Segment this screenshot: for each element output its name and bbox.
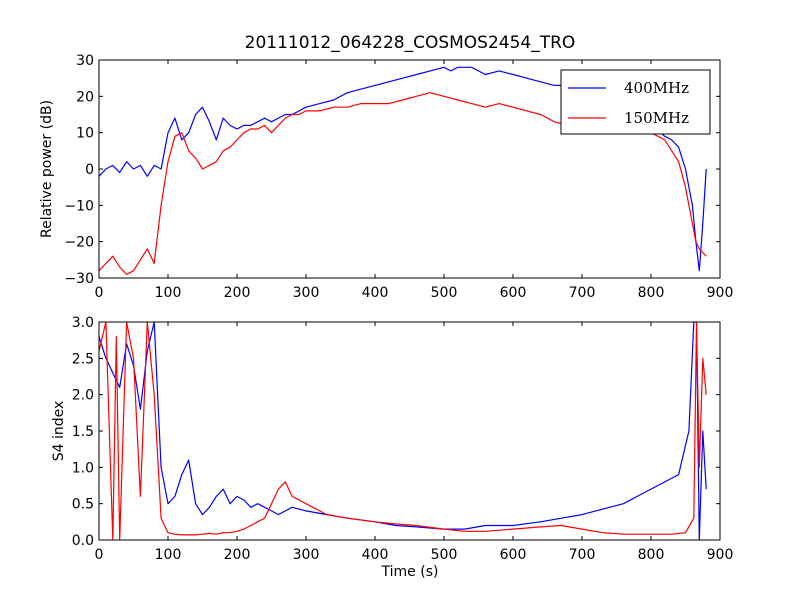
x-tick-label: 800 (638, 547, 665, 563)
x-tick-label: 500 (431, 547, 458, 563)
x-tick-label: 900 (707, 547, 734, 563)
y-tick-label: 30 (76, 53, 94, 69)
x-tick-label: 400 (362, 285, 389, 301)
x-tick-label: 100 (155, 547, 182, 563)
s4-index-ticks: 0 100 200 300 400 500 600 700 800 900 3.0 2.5 2.0 1.5… (72, 315, 734, 563)
x-tick-label: 0 (95, 285, 104, 301)
legend-box (560, 69, 711, 135)
y-tick-label: 1.0 (72, 460, 94, 476)
y-tick-label: 10 (76, 126, 94, 142)
y-tick-label: 3.0 (72, 315, 94, 331)
relative-power-ylabel: Relative power (dB) (39, 100, 55, 238)
x-tick-label: 300 (293, 285, 320, 301)
relative-power-ticks: 0 100 200 300 400 500 600 700 800 9003020100−10−2… (64, 53, 733, 301)
x-tick-label: 100 (155, 285, 182, 301)
y-tick-label: −30 (64, 271, 94, 287)
time-xlabel: Time (s) (381, 564, 439, 580)
relative-power-chart: 20111012_064228_COSMOS2454_TRO 0 100 200 30… (39, 33, 733, 301)
legend: 400MHz 150MHz (560, 69, 711, 135)
x-tick-label: 900 (707, 285, 734, 301)
y-tick-label: 2.0 (72, 388, 94, 404)
x-tick-label: 700 (569, 285, 596, 301)
y-tick-label: 0 (85, 162, 94, 178)
s4-index-series-group (99, 322, 707, 540)
chart-title: 20111012_064228_COSMOS2454_TRO (245, 33, 576, 53)
series-line-150mhz-chart1 (99, 322, 707, 540)
x-tick-label: 600 (500, 285, 527, 301)
y-tick-label: 0.0 (72, 533, 94, 549)
y-tick-label: 20 (76, 89, 94, 105)
x-tick-label: 400 (362, 547, 389, 563)
x-tick-label: 600 (500, 547, 527, 563)
y-tick-label: −10 (64, 198, 94, 214)
y-tick-label: 2.5 (72, 351, 94, 367)
x-tick-label: 300 (293, 547, 320, 563)
x-tick-label: 0 (95, 547, 104, 563)
s4-index-chart: 0 100 200 300 400 500 600 700 800 900 3.0 2.5 2.0 1.5… (51, 315, 733, 580)
x-tick-label: 500 (431, 285, 458, 301)
y-tick-label: −20 (64, 235, 94, 251)
x-tick-label: 700 (569, 547, 596, 563)
s4-index-ylabel: S4 index (51, 401, 67, 462)
legend-label-400mhz: 400MHz (624, 79, 689, 97)
x-tick-label: 800 (638, 285, 665, 301)
x-tick-label: 200 (224, 285, 251, 301)
x-tick-label: 200 (224, 547, 251, 563)
y-tick-label: 1.5 (72, 424, 94, 440)
legend-label-150mhz: 150MHz (624, 109, 689, 127)
y-tick-label: 0.5 (72, 497, 94, 513)
series-line-400mhz-chart1 (99, 322, 707, 540)
